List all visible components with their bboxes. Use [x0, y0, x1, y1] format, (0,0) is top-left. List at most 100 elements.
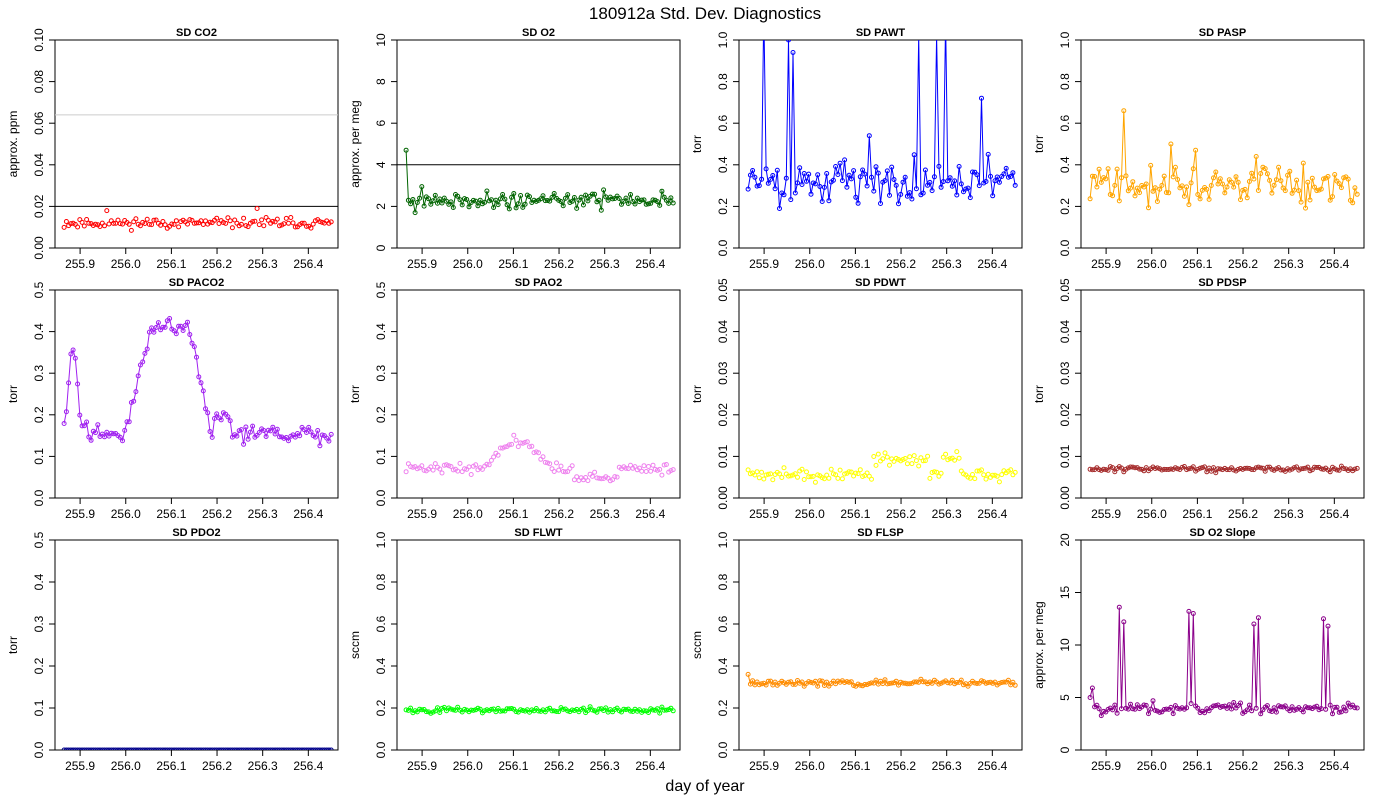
data-point: [488, 197, 494, 203]
data-point: [934, 469, 940, 475]
y-axis-label: torr: [690, 385, 704, 403]
data-point: [1107, 464, 1113, 470]
data-point: [234, 433, 240, 439]
data-point: [648, 200, 654, 206]
data-point: [786, 473, 791, 479]
data-point: [1316, 187, 1322, 193]
y-tick-label: 0.3: [374, 365, 388, 382]
data-point: [428, 201, 434, 207]
data-point: [479, 466, 485, 472]
data-point: [927, 179, 933, 185]
data-point: [1321, 176, 1326, 182]
data-point: [654, 199, 660, 205]
data-point: [1352, 466, 1358, 472]
data-point: [842, 680, 848, 685]
data-point: [810, 473, 816, 479]
data-point: [88, 747, 94, 750]
y-tick-label: 10: [1058, 638, 1072, 652]
data-point: [274, 216, 280, 222]
data-point: [603, 705, 609, 711]
data-point: [450, 707, 456, 713]
data-point: [151, 329, 157, 335]
data-point: [75, 381, 81, 387]
x-tick-label: 256.4: [293, 759, 323, 773]
data-point: [283, 747, 289, 750]
data-point: [1244, 195, 1250, 201]
data-point: [943, 451, 949, 457]
data-point: [659, 472, 665, 478]
data-point: [1184, 467, 1190, 473]
data-point: [1294, 464, 1300, 470]
data-point: [583, 192, 589, 198]
data-point: [1267, 177, 1273, 183]
data-point: [970, 169, 975, 175]
data-point: [171, 221, 177, 227]
data-point: [437, 196, 443, 202]
data-point: [99, 747, 105, 750]
data-point: [106, 747, 112, 750]
data-point: [207, 429, 213, 434]
data-point: [824, 171, 830, 176]
data-point: [102, 223, 107, 229]
data-point: [585, 478, 591, 484]
data-point: [97, 224, 103, 229]
data-point: [1141, 702, 1147, 708]
data-point: [855, 471, 861, 477]
panel-sd-o2-slope: SD O2 Slope approx. per meg 0 5 10 15 20 255.9 2…: [1032, 527, 1365, 773]
series: [745, 671, 1018, 689]
data-point: [646, 201, 651, 207]
data-point: [1148, 706, 1154, 712]
y-tick-label: 0.2: [716, 198, 730, 215]
data-point: [212, 747, 217, 750]
data-point: [437, 710, 443, 715]
y-tick-label: 0.6: [1058, 115, 1072, 132]
data-point: [432, 461, 438, 467]
data-point: [909, 461, 915, 467]
data-point: [142, 221, 148, 226]
y-tick-label: 0.5: [374, 281, 388, 298]
data-point: [520, 440, 526, 446]
x-tick-label: 256.3: [932, 507, 962, 521]
data-point: [889, 164, 895, 170]
data-point: [956, 164, 962, 169]
data-point: [1101, 466, 1107, 472]
data-point: [475, 203, 481, 209]
data-point: [84, 747, 90, 750]
plot-frame: [54, 289, 339, 499]
data-point: [286, 747, 291, 750]
y-tick-label: 0.04: [716, 320, 730, 344]
panel-sd-pdo2: SD PDO2 torr 0.0 0.1 0.2 0.3 0.4 0.5 255.9 256.0 2…: [6, 527, 339, 773]
data-point: [238, 221, 244, 227]
panel-sd-paco2: SD PACO2 torr 0.0 0.1 0.2 0.3 0.4 0.5 255.9 256.0…: [6, 277, 339, 521]
data-point: [187, 747, 193, 750]
data-point: [268, 747, 274, 750]
data-point: [646, 464, 651, 469]
y-tick-label: 0.4: [716, 657, 730, 674]
y-tick-label: 0.2: [32, 657, 46, 674]
data-point: [763, 166, 769, 172]
data-point: [621, 706, 627, 712]
x-tick-label: 256.1: [1182, 257, 1212, 271]
data-point: [189, 340, 195, 346]
data-point: [670, 467, 676, 473]
data-point: [931, 174, 937, 180]
data-point: [967, 475, 973, 481]
y-tick-label: 0.01: [716, 444, 730, 468]
data-point: [815, 683, 821, 689]
data-point: [944, 17, 948, 21]
data-point: [913, 186, 919, 192]
data-point: [1137, 466, 1142, 472]
data-point: [1312, 184, 1317, 190]
data-point: [90, 747, 96, 750]
data-point: [542, 459, 548, 465]
data-point: [889, 680, 895, 686]
data-point: [245, 436, 251, 442]
data-point: [252, 218, 258, 224]
data-point: [786, 40, 791, 43]
y-tick-label: 0.2: [374, 699, 388, 716]
data-point: [670, 708, 676, 714]
data-point: [146, 747, 152, 750]
x-tick-label: 255.9: [65, 507, 95, 521]
data-point: [306, 424, 312, 430]
data-point: [747, 681, 753, 687]
